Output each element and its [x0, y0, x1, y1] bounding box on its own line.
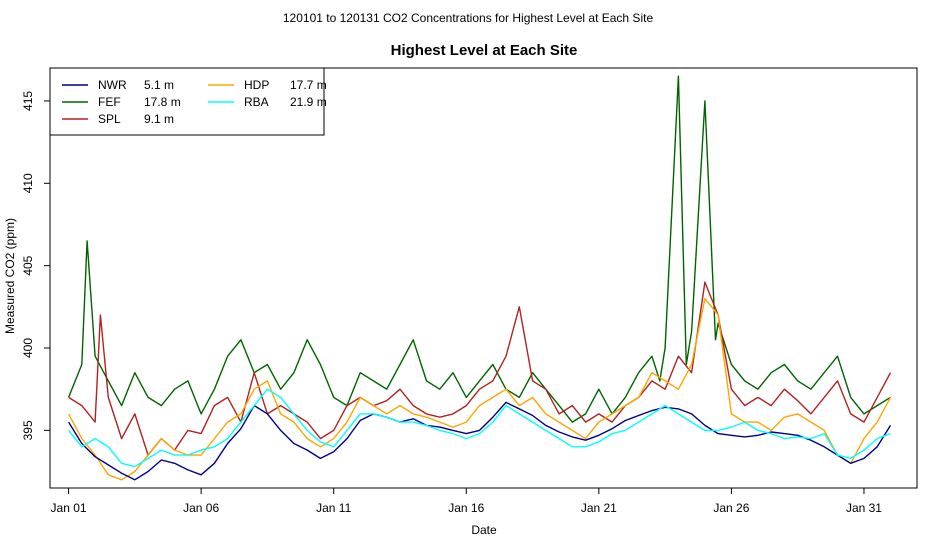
x-tick-label: Jan 11 [316, 501, 351, 515]
plot-frame [49, 67, 918, 489]
x-tick-label: Jan 21 [581, 501, 617, 515]
y-tick-label: 410 [21, 173, 35, 193]
axes-group: Jan 01 Jan 06 Jan 11 Jan 16 Jan 21 Jan 26 Jan … [21, 67, 918, 515]
legend-box [49, 67, 325, 136]
x-axis-label: Date [471, 523, 497, 537]
y-tick-label: 395 [21, 420, 35, 440]
legend-name-spl: SPL [98, 112, 121, 126]
series-group [67, 75, 892, 481]
legend: NWR 5.1 m FEF 17.8 m SPL 9.1 m HDP 17.7 m RBA 21.… [49, 67, 327, 136]
y-tick-label: 405 [21, 255, 35, 275]
x-tick-label: Jan 26 [713, 501, 749, 515]
x-tick-label: Jan 31 [846, 501, 882, 515]
x-tick-label: Jan 06 [183, 501, 219, 515]
legend-name-fef: FEF [98, 95, 121, 109]
chart-suptitle: 120101 to 120131 CO2 Concentrations for … [283, 11, 654, 25]
series-line-nwr [68, 401, 892, 481]
x-tick-label: Jan 16 [448, 501, 484, 515]
legend-height-hdp: 17.7 m [290, 78, 327, 92]
legend-name-rba: RBA [244, 95, 269, 109]
legend-name-nwr: NWR [98, 78, 127, 92]
series-line-fef [67, 75, 891, 423]
y-tick-label: 400 [21, 338, 35, 358]
legend-name-hdp: HDP [244, 78, 269, 92]
y-tick-label: 415 [21, 91, 35, 111]
legend-height-fef: 17.8 m [144, 95, 181, 109]
x-tick-label: Jan 01 [51, 501, 87, 515]
legend-height-rba: 21.9 m [290, 95, 327, 109]
legend-height-spl: 9.1 m [144, 112, 174, 126]
series-line-spl [68, 281, 892, 456]
y-axis-label: Measured CO2 (ppm) [3, 218, 17, 334]
series-line-rba [68, 388, 891, 468]
legend-height-nwr: 5.1 m [144, 78, 174, 92]
chart-title: Highest Level at Each Site [391, 42, 578, 59]
